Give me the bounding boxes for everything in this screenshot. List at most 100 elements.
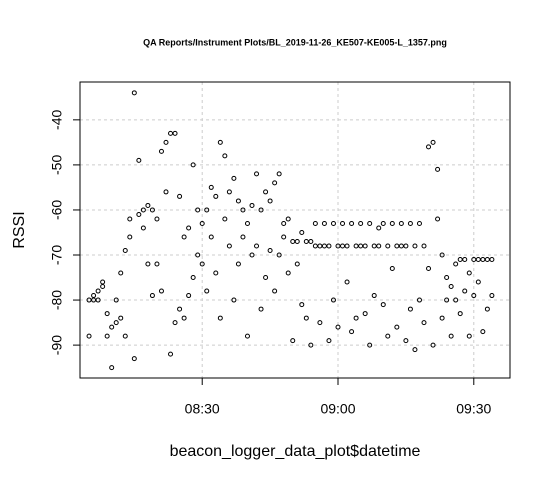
point	[421, 243, 427, 249]
point	[122, 247, 128, 253]
point	[199, 261, 205, 267]
point	[444, 275, 450, 281]
x-axis-label: beacon_logger_data_plot$datetime	[170, 443, 421, 460]
point	[453, 261, 459, 267]
y-tick-label: -40	[49, 110, 65, 130]
point	[249, 252, 255, 258]
point	[471, 293, 477, 299]
point	[217, 139, 223, 145]
point	[154, 216, 160, 222]
point	[204, 207, 210, 213]
point	[276, 171, 282, 177]
point	[489, 257, 495, 263]
point	[158, 288, 164, 294]
point	[104, 333, 110, 339]
point	[403, 243, 409, 249]
point	[258, 207, 264, 213]
point	[213, 193, 219, 199]
y-tick-label: -90	[49, 335, 65, 355]
point	[462, 288, 468, 294]
point	[407, 306, 413, 312]
point	[489, 293, 495, 299]
point	[321, 220, 327, 226]
point	[439, 315, 445, 321]
point	[281, 220, 287, 226]
point	[389, 266, 395, 272]
point	[371, 293, 377, 299]
point	[349, 329, 355, 335]
point	[466, 270, 472, 276]
point	[181, 315, 187, 321]
point	[448, 333, 454, 339]
point	[457, 311, 463, 317]
point	[471, 257, 477, 263]
point	[376, 243, 382, 249]
point	[100, 284, 106, 290]
point	[426, 144, 432, 150]
point	[385, 333, 391, 339]
point	[177, 306, 183, 312]
point	[86, 333, 92, 339]
point	[380, 302, 386, 308]
point	[231, 297, 237, 303]
point	[480, 257, 486, 263]
point	[222, 216, 228, 222]
point	[303, 238, 309, 244]
chart-title: QA Reports/Instrument Plots/BL_2019-11-2…	[143, 37, 447, 47]
point	[303, 315, 309, 321]
point	[453, 297, 459, 303]
point	[403, 338, 409, 344]
point	[213, 270, 219, 276]
y-axis-label: RSSI	[11, 211, 28, 248]
point	[240, 234, 246, 240]
point	[235, 198, 241, 204]
point	[118, 315, 124, 321]
point	[195, 252, 201, 258]
point	[131, 90, 137, 96]
point	[398, 243, 404, 249]
point	[285, 270, 291, 276]
x-tick-label: 09:30	[456, 401, 491, 417]
point	[118, 270, 124, 276]
point	[177, 193, 183, 199]
point	[317, 320, 323, 326]
x-tick-label: 09:00	[320, 401, 355, 417]
point	[294, 261, 300, 267]
y-tick-label: -80	[49, 290, 65, 310]
point	[190, 162, 196, 168]
point	[281, 234, 287, 240]
point	[186, 293, 192, 299]
point	[244, 333, 250, 339]
point	[127, 234, 133, 240]
point	[127, 216, 133, 222]
y-tick-label: -60	[49, 200, 65, 220]
point	[149, 207, 155, 213]
point	[204, 288, 210, 294]
point	[95, 297, 101, 303]
point	[412, 347, 418, 353]
point	[231, 175, 237, 181]
point	[321, 243, 327, 249]
point	[326, 243, 332, 249]
point	[195, 207, 201, 213]
point	[444, 297, 450, 303]
point	[263, 275, 269, 281]
point	[226, 243, 232, 249]
point	[430, 139, 436, 145]
point	[385, 243, 391, 249]
point	[294, 238, 300, 244]
point	[330, 297, 336, 303]
point	[308, 238, 314, 244]
point	[312, 220, 318, 226]
point	[317, 243, 323, 249]
point	[299, 302, 305, 308]
point	[435, 216, 441, 222]
point	[109, 365, 115, 371]
y-tick-label: -70	[49, 245, 65, 265]
point	[145, 202, 151, 208]
x-tick-label: 08:30	[185, 401, 220, 417]
point	[208, 234, 214, 240]
point	[435, 166, 441, 172]
point	[258, 306, 264, 312]
point	[172, 320, 178, 326]
